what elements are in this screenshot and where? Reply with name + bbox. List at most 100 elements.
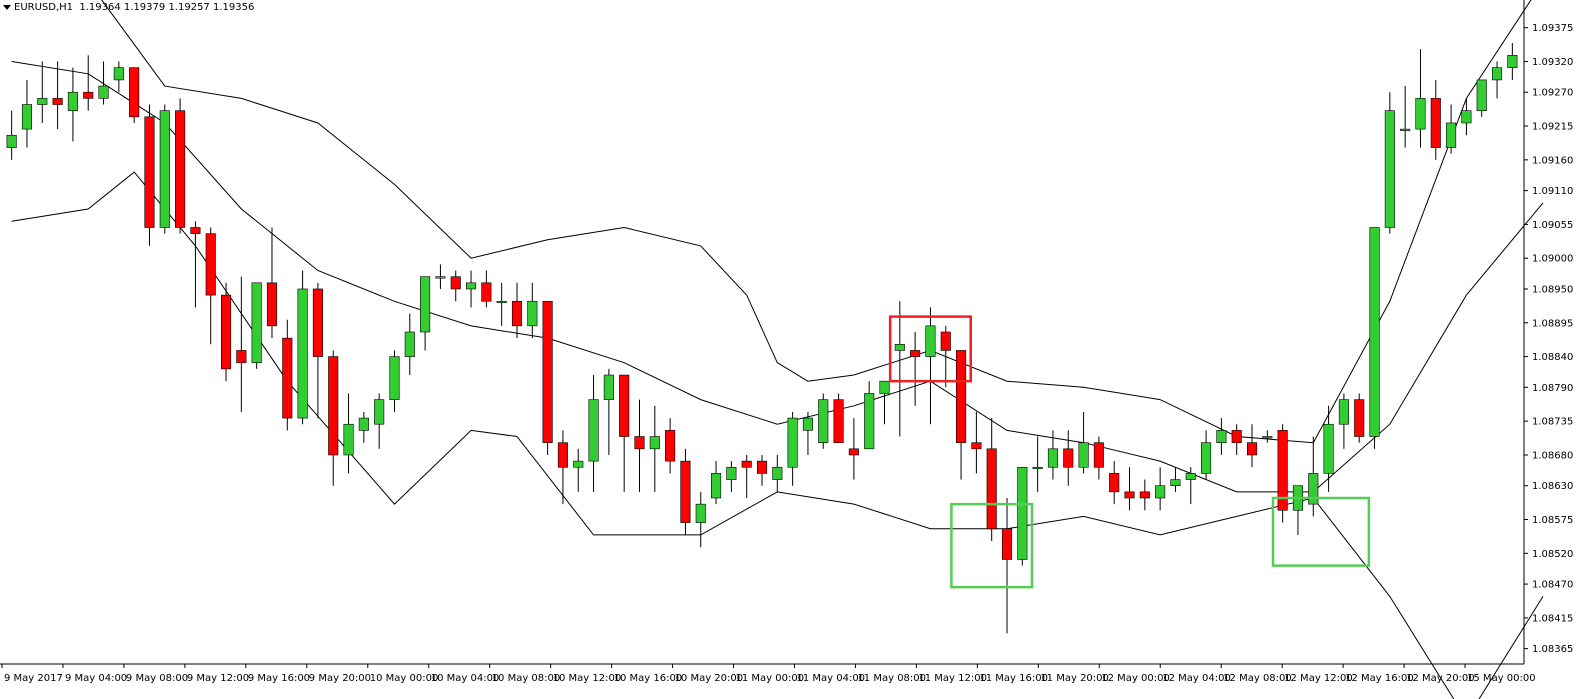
candle-body (665, 430, 676, 462)
price-tick-label: 1.08950 (1532, 284, 1573, 295)
candle-body (251, 282, 262, 364)
candle-body (956, 350, 967, 443)
time-tick-label: 10 May 12:00 (553, 673, 622, 684)
candle-body (940, 331, 951, 351)
price-tick-label: 1.09000 (1532, 254, 1573, 265)
time-tick-label: 9 May 16:00 (248, 673, 310, 684)
time-tick-label: 9 May 12:00 (187, 673, 249, 684)
candle-body (450, 276, 461, 290)
candle-body (573, 460, 584, 468)
bollinger-lower-band (11, 171, 1544, 699)
candle-body (312, 288, 323, 357)
annotation-box-green (950, 502, 1034, 589)
price-tick-label: 1.09160 (1532, 155, 1573, 166)
candle-body (1047, 448, 1058, 468)
candle-body (159, 110, 170, 228)
candle-body (787, 417, 798, 468)
time-tick-label: 11 May 16:00 (979, 673, 1048, 684)
candle-body (496, 300, 507, 304)
candle-body (1063, 448, 1074, 468)
candle-body (557, 442, 568, 468)
candle-body (37, 98, 48, 105)
candle-body (374, 399, 385, 425)
candle-body (1507, 55, 1518, 68)
candle-body (1323, 423, 1334, 474)
candle-body (1246, 442, 1258, 456)
candle-body (1476, 79, 1487, 111)
price-tick-label: 1.08575 (1532, 515, 1573, 526)
candle-body (802, 417, 813, 431)
candle-body (129, 67, 140, 118)
price-tick-label: 1.08840 (1532, 352, 1573, 363)
candle-body (542, 300, 553, 443)
price-tick-label: 1.08630 (1532, 481, 1573, 492)
header-dropdown-icon[interactable] (3, 4, 11, 10)
price-tick-label: 1.08790 (1532, 383, 1573, 394)
candle-body (435, 276, 446, 279)
candle-body (603, 374, 614, 400)
price-tick-label: 1.08520 (1532, 549, 1573, 560)
time-tick-label: 12 May 08:00 (1223, 673, 1292, 684)
candle-body (6, 134, 17, 148)
candle-body (98, 85, 109, 99)
candle-body (772, 466, 783, 480)
candle-body (649, 436, 660, 450)
candle-body (695, 503, 706, 523)
candle-body (328, 356, 339, 456)
candle-body (1400, 128, 1411, 131)
candle-body (466, 282, 477, 290)
candle-body (358, 417, 369, 431)
candle-body (236, 350, 247, 364)
candle-body (144, 116, 155, 228)
candle-body (619, 374, 630, 437)
candle-body (220, 294, 232, 370)
candle-body (404, 331, 415, 357)
candle-body (1369, 227, 1380, 437)
candle-body (389, 356, 400, 400)
candle-body (818, 399, 829, 443)
price-tick-label: 1.08415 (1532, 613, 1573, 624)
time-tick-label: 12 May 00:00 (1101, 673, 1170, 684)
time-tick-label: 12 May 16:00 (1345, 673, 1414, 684)
time-tick-label: 11 May 08:00 (857, 673, 926, 684)
candle-body (910, 350, 921, 357)
candle-body (52, 98, 63, 105)
chart-header: EURUSD,H1 1.19364 1.19379 1.19257 1.1935… (3, 2, 254, 13)
candle-body (1017, 466, 1028, 560)
candle-body (21, 104, 33, 130)
candle-body (343, 423, 354, 456)
price-tick-label: 1.09215 (1532, 122, 1573, 133)
candle-body (756, 460, 768, 474)
candle-body (680, 460, 691, 523)
candle-body (1461, 110, 1472, 124)
candle-body (113, 67, 124, 81)
candle-body (282, 337, 293, 419)
symbol-label: EURUSD,H1 (14, 2, 74, 13)
candle-body (420, 276, 431, 333)
candle-body (971, 442, 982, 450)
price-tick-label: 1.09375 (1532, 23, 1573, 34)
price-tick-label: 1.09055 (1532, 220, 1573, 231)
candle-body (848, 448, 859, 456)
ohlc-readout: 1.19364 1.19379 1.19257 1.19356 (79, 2, 255, 13)
candle-body (726, 466, 737, 480)
candle-body (1155, 485, 1166, 499)
time-tick-label: 9 May 04:00 (65, 673, 127, 684)
candle-body (1262, 436, 1273, 439)
candle-body (1446, 122, 1457, 148)
time-tick-label: 10 May 00:00 (370, 673, 439, 684)
candle-body (1093, 442, 1104, 468)
candle-body (1216, 430, 1227, 443)
time-tick-label: 11 May 20:00 (1040, 673, 1109, 684)
candle-body (1139, 491, 1150, 499)
annotation-box-red (888, 315, 972, 383)
candle-body (1415, 98, 1426, 130)
time-tick-label: 11 May 04:00 (796, 673, 865, 684)
candle-body (634, 436, 645, 450)
candle-body (1277, 430, 1288, 511)
candle-body (297, 288, 308, 419)
candle-body (1185, 473, 1196, 480)
time-tick-label: 11 May 00:00 (736, 673, 805, 684)
candle-body (1001, 528, 1013, 560)
